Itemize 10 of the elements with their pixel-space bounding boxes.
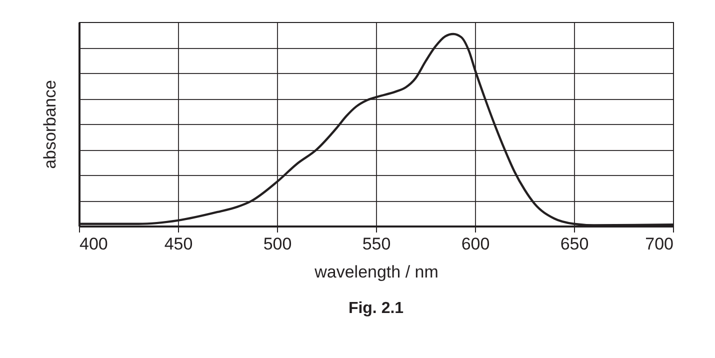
x-tick-label: 400 — [80, 234, 108, 254]
x-tick-label: 500 — [263, 234, 292, 254]
x-axis-title: wavelength / nm — [314, 262, 438, 282]
y-axis-title: absorbance — [40, 80, 60, 169]
text: Fig. 2.1 — [348, 300, 404, 317]
x-tick-label: 700 — [645, 234, 674, 254]
x-tick-label: 450 — [164, 234, 193, 254]
x-tick-label: 550 — [362, 234, 391, 254]
x-tick-label: 600 — [461, 234, 490, 254]
x-tick-label: 650 — [560, 234, 589, 254]
